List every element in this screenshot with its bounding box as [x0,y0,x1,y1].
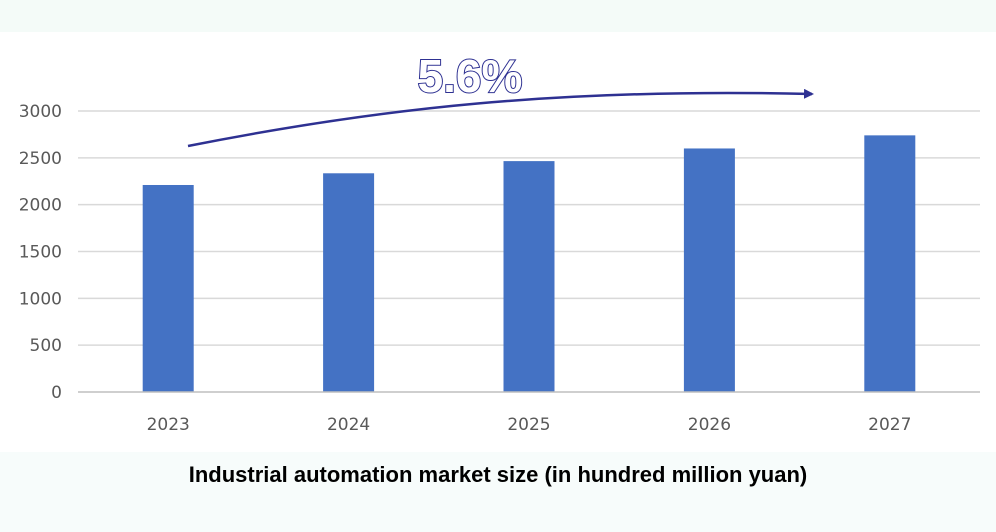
bar-2025 [503,161,555,392]
y-tick-label: 2500 [19,149,62,169]
y-tick-label: 1500 [19,243,62,263]
top-strip [0,0,996,32]
bar-2024 [323,173,375,392]
x-tick-label: 2023 [147,415,190,435]
cagr-annotation: 5.6% [418,50,523,102]
chart-caption: Industrial automation market size (in hu… [188,462,808,487]
x-tick-label: 2026 [688,415,731,435]
bars [142,135,916,392]
y-axis-tick-labels: 0 500 1000 1500 2000 2500 3000 [19,102,62,403]
x-axis-tick-labels: 2023 2024 2025 2026 2027 [147,415,912,435]
y-tick-label: 1000 [19,289,62,309]
bar-2026 [683,148,735,392]
x-tick-label: 2024 [327,415,370,435]
y-tick-label: 0 [51,383,62,403]
y-tick-label: 2000 [19,196,62,216]
x-tick-label: 2027 [868,415,911,435]
bar-2023 [142,184,194,392]
y-tick-label: 3000 [19,102,62,122]
y-tick-label: 500 [30,336,62,356]
growth-trend-arrow [187,88,814,148]
x-tick-label: 2025 [507,415,550,435]
bar-2027 [864,135,916,392]
